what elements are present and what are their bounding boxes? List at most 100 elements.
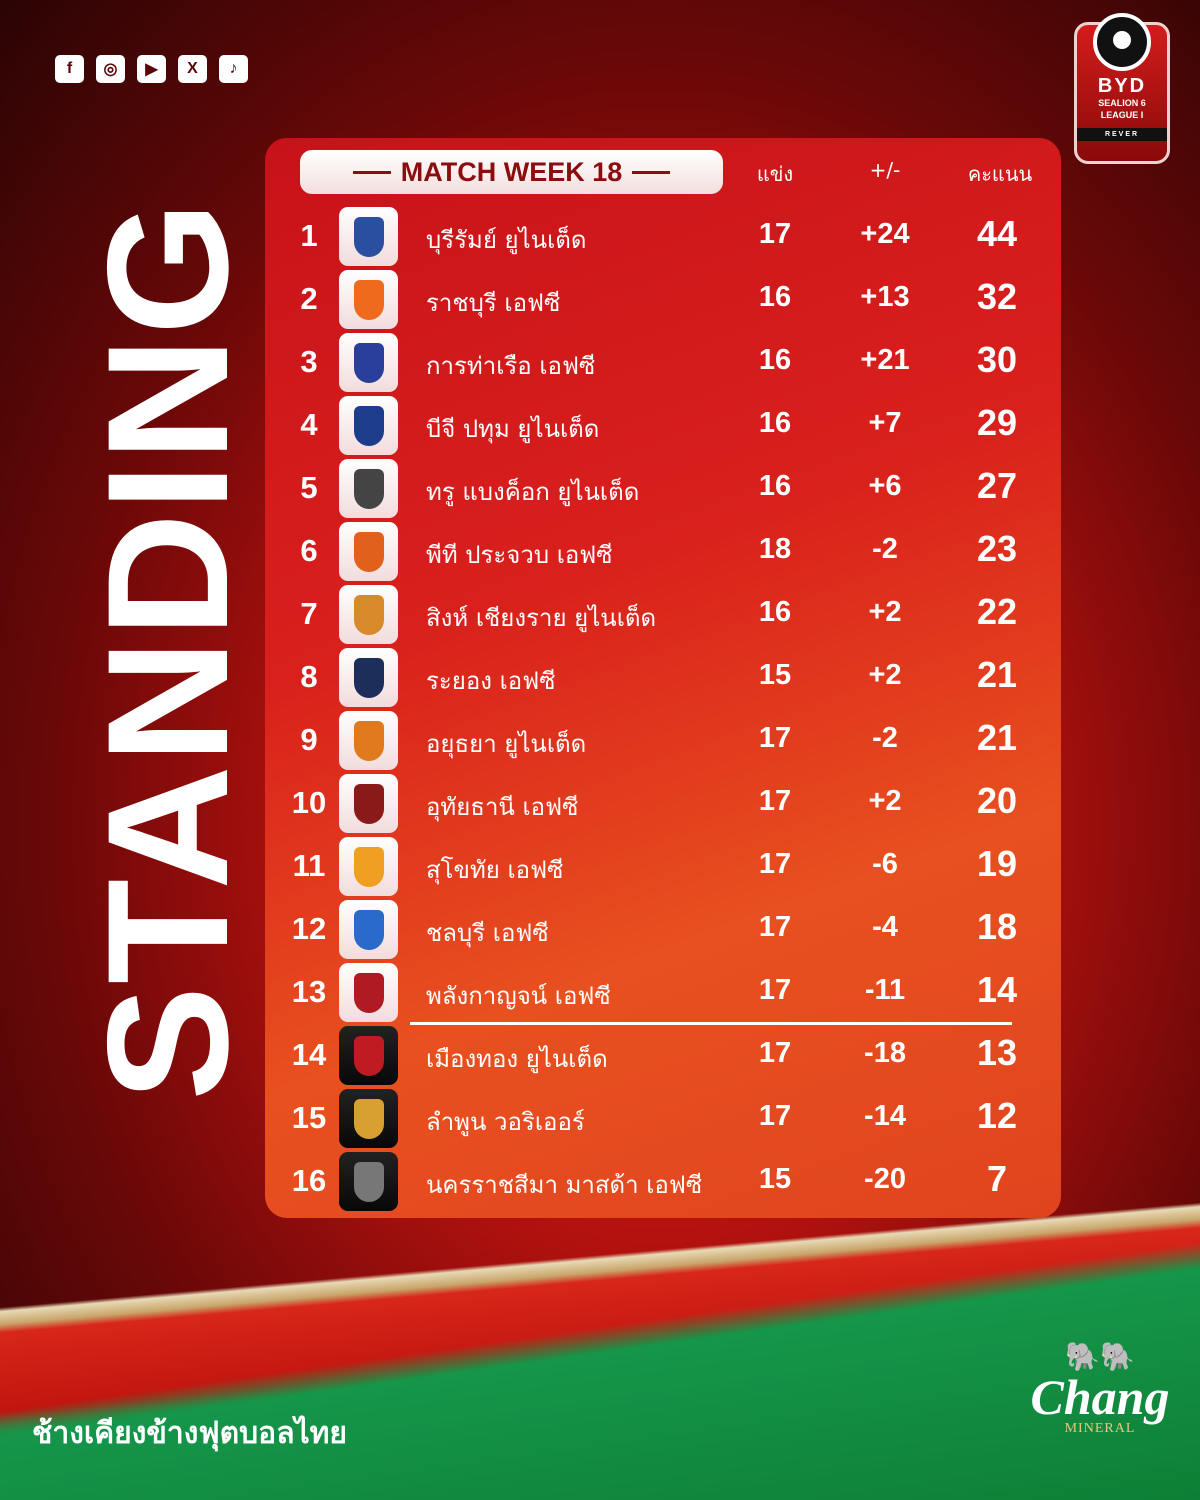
goal-diff: +13 [860,281,910,313]
position: 4 [300,407,318,442]
table-row: 2 ราชบุรี เอฟซี 16 +13 32 [280,268,1040,331]
team-name: ชลบุรี เอฟซี [426,919,549,947]
sponsor-sub: MINERAL [1064,1421,1136,1436]
divider [352,170,391,174]
played: 15 [758,1163,792,1195]
table-row: 9 อยุธยา ยูไนเต็ด 17 -2 21 [280,709,1040,772]
goal-diff: +2 [868,785,902,817]
team-logo [339,459,398,518]
played: 17 [758,911,792,943]
goal-diff: -2 [872,533,898,565]
position: 9 [300,722,318,757]
points: 44 [976,213,1018,254]
position: 15 [291,1100,327,1135]
table-row: 11 สุโขทัย เอฟซี 17 -6 19 [280,835,1040,898]
table-row: 15 ลำพูน วอริเออร์ 17 -14 12 [280,1087,1040,1150]
logo-line2: SEALION 6 [1098,98,1146,108]
position: 3 [300,344,318,379]
match-week-label: MATCH WEEK 18 [400,156,623,187]
team-name: เมืองทอง ยูไนเต็ด [426,1045,608,1073]
youtube-icon[interactable]: ▶ [137,55,166,83]
crest-icon [353,1161,384,1202]
logo-line3: LEAGUE I [1100,110,1144,120]
match-week-banner: MATCH WEEK 18 [300,150,723,194]
team-logo [339,1026,398,1085]
points: 20 [976,780,1018,821]
goal-diff: -6 [872,848,898,880]
points: 29 [976,402,1018,443]
played: 17 [758,785,792,817]
table-row: 14 เมืองทอง ยูไนเต็ด 17 -18 13 [280,1024,1040,1087]
points: 27 [976,465,1018,506]
team-logo [339,207,398,266]
goal-diff: -18 [864,1037,906,1069]
team-name: อุทัยธานี เอฟซี [426,793,579,821]
facebook-icon[interactable]: f [55,55,84,83]
position: 10 [291,785,327,820]
team-logo [339,837,398,896]
header-goal-diff: +/- [869,158,901,182]
goal-diff: +6 [868,470,902,502]
league-logo: BYD SEALION 6 LEAGUE I REVER [1074,13,1170,164]
team-name: บุรีรัมย์ ยูไนเต็ด [426,226,587,254]
played: 16 [758,407,792,439]
team-name: นครราชสีมา มาสด้า เอฟซี [426,1171,703,1199]
goal-diff: -4 [872,911,898,943]
played: 17 [758,848,792,880]
team-logo [339,396,398,455]
x-icon[interactable]: X [178,55,207,83]
goal-diff: -2 [872,722,898,754]
table-row: 10 อุทัยธานี เอฟซี 17 +2 20 [280,772,1040,835]
position: 7 [300,596,318,631]
sponsor-logo: 🐘🐘 Chang MINERAL [1020,1340,1180,1437]
played: 17 [758,974,792,1006]
table-row: 7 สิงห์ เชียงราย ยูไนเต็ด 16 +2 22 [280,583,1040,646]
goal-diff: +7 [868,407,902,439]
crest-icon [353,468,384,509]
position: 12 [291,911,327,946]
crest-icon [353,657,384,698]
played: 17 [758,1037,792,1069]
page-title: STANDING [72,199,264,1101]
table-row: 1 บุรีรัมย์ ยูไนเต็ด 17 +24 44 [280,205,1040,268]
position: 6 [300,533,318,568]
played: 15 [758,659,792,691]
instagram-icon[interactable]: ◎ [96,55,125,83]
team-name: บีจี ปทุม ยูไนเต็ด [426,415,600,443]
points: 18 [976,906,1018,947]
table-row: 6 พีที ประจวบ เอฟซี 18 -2 23 [280,520,1040,583]
played: 17 [758,1100,792,1132]
elephant-icon: 🐘🐘 [1065,1340,1135,1373]
goal-diff: +2 [868,659,902,691]
crest-icon [353,531,384,572]
crest-icon [353,972,384,1013]
position: 13 [291,974,327,1009]
points: 21 [976,654,1018,695]
tiktok-icon[interactable]: ♪ [219,55,248,83]
points: 23 [976,528,1018,569]
team-name: สุโขทัย เอฟซี [426,856,564,884]
team-name: ราชบุรี เอฟซี [426,289,561,317]
points: 13 [976,1032,1018,1073]
crest-icon [353,720,384,761]
played: 18 [758,533,792,565]
crest-icon [353,216,384,257]
table-row: 12 ชลบุรี เอฟซี 17 -4 18 [280,898,1040,961]
crest-icon [353,594,384,635]
social-icons: f ◎ ▶ X ♪ [55,55,248,83]
position: 1 [300,218,318,253]
points: 14 [976,969,1018,1010]
goal-diff: +2 [868,596,902,628]
position: 14 [291,1037,327,1072]
position: 16 [291,1163,327,1198]
goal-diff: +21 [860,344,910,376]
ball-icon [1093,13,1151,71]
played: 17 [758,218,792,250]
team-logo [339,774,398,833]
logo-brand: BYD [1097,75,1147,97]
team-name: ระยอง เอฟซี [426,667,556,695]
crest-icon [353,1035,384,1076]
relegation-divider [410,1022,1012,1025]
position: 2 [300,281,318,316]
goal-diff: -20 [864,1163,906,1195]
